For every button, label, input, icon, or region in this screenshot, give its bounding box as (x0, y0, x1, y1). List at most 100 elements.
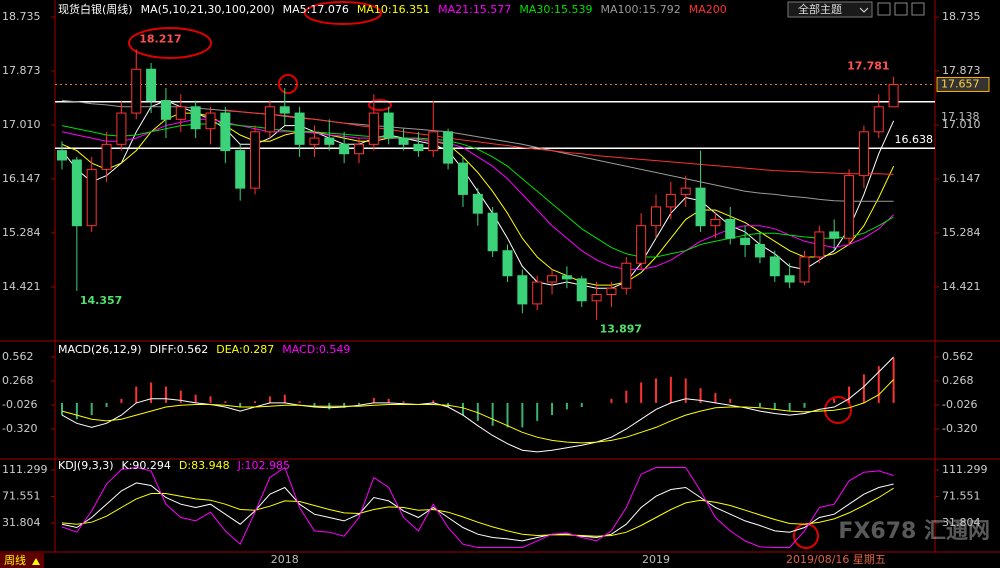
y-tick-label: 71.551 (2, 489, 41, 502)
candle-body (725, 218, 736, 239)
candle-body (398, 137, 409, 145)
y-tick-label: -0.026 (942, 398, 977, 411)
candle-body (487, 212, 498, 252)
candle-body (844, 175, 855, 239)
y-tick-label: 0.562 (942, 350, 974, 363)
theme-button[interactable]: 全部主题 (787, 1, 873, 18)
indicator-line (61, 466, 894, 548)
button-label[interactable]: 全部主题 (798, 2, 842, 16)
y-tick-label: 18.735 (2, 10, 41, 23)
legend-entry: DIFF:0.562 (150, 343, 209, 356)
candle-body (472, 193, 483, 214)
y-tick-label: 111.299 (2, 463, 48, 476)
candle-body (636, 225, 647, 264)
price-annotation: 17.781 (847, 60, 889, 73)
candle-body (354, 143, 364, 155)
price-annotation: 13.897 (600, 323, 642, 336)
legend-entry: MACD:0.549 (282, 343, 350, 356)
legend-entry: MA10:16.351 (357, 3, 430, 16)
y-tick-label: 17.873 (942, 64, 981, 77)
legend-entry: MA100:15.792 (601, 3, 681, 16)
y-tick-label: 0.562 (2, 350, 34, 363)
y-tick-label: -0.026 (2, 398, 37, 411)
date-label: 2019/08/16 星期五 (786, 553, 886, 566)
indicator-line (61, 482, 894, 542)
legend-entry: D:83.948 (179, 459, 230, 472)
indicator-line (61, 487, 894, 537)
candle-body (740, 237, 751, 245)
y-tick-label: 18.735 (942, 10, 981, 23)
y-tick-label: 16.147 (942, 172, 981, 185)
candle-body (591, 294, 602, 302)
y-tick-label: 0.268 (2, 374, 34, 387)
legend-entry: K:90.294 (122, 459, 171, 472)
candle-body (131, 68, 142, 114)
candle-body (799, 256, 810, 283)
legend-entry: J:102.985 (237, 459, 290, 472)
candle-body (339, 143, 350, 155)
dropdown-arrow[interactable] (859, 7, 869, 13)
candle-body (532, 281, 543, 305)
period-tag[interactable]: 周线 (0, 553, 44, 568)
y-tick-label: 111.299 (942, 463, 988, 476)
candle-body (101, 143, 112, 170)
candle-body (502, 250, 513, 277)
candle-body (754, 243, 765, 258)
candle-body (86, 168, 97, 227)
y-tick-label: 15.284 (942, 226, 981, 239)
candle-body (888, 83, 899, 108)
button-frame[interactable] (787, 1, 873, 18)
icon[interactable] (894, 2, 908, 16)
legend-entry: MACD(26,12,9) (58, 343, 142, 356)
y-tick-label: 71.551 (942, 489, 981, 502)
candle-body (829, 231, 840, 239)
legend-entry: MA(5,10,21,30,100,200) (141, 3, 275, 16)
candle-body (784, 275, 795, 283)
candle-body (116, 112, 127, 145)
icon[interactable] (877, 2, 891, 16)
tag-arrow[interactable] (32, 558, 40, 565)
price-annotation: 18.217 (139, 32, 181, 45)
candle-body (279, 106, 290, 114)
y-tick-label: 17.010 (942, 118, 981, 131)
circle (824, 396, 852, 424)
legend-entry: MA30:15.539 (519, 3, 592, 16)
candle-body (383, 112, 394, 139)
y-tick-label: 0.268 (942, 374, 974, 387)
legend-entry: MA200 (689, 3, 727, 16)
icon[interactable] (911, 2, 925, 16)
candle-body (695, 187, 706, 227)
candle-body (606, 287, 617, 296)
candle-body (146, 68, 157, 102)
candle-body (858, 131, 869, 177)
candle-body (814, 231, 825, 258)
window-icons[interactable] (877, 2, 925, 16)
y-tick-label: 15.284 (2, 226, 41, 239)
candle-body (264, 106, 275, 133)
plot-area (61, 466, 894, 548)
y-tick-label: -0.320 (942, 422, 977, 435)
candle-body (220, 112, 231, 152)
y-tick-label: 16.147 (2, 172, 41, 185)
y-tick-label: -0.320 (2, 422, 37, 435)
circle (128, 27, 212, 59)
y-tick-label: 14.421 (942, 280, 981, 293)
candle-body (71, 159, 82, 227)
candle-body (57, 150, 67, 161)
highlight-circles (128, 1, 852, 549)
price-annotation: 14.357 (80, 294, 122, 307)
price-label: 17.138 (941, 110, 980, 123)
candle-body (175, 106, 186, 120)
candle-body (250, 131, 261, 189)
circle (304, 1, 382, 25)
legend-entry: KDJ(9,3,3) (58, 459, 114, 472)
candle-body (294, 112, 305, 145)
plot-area (61, 356, 895, 453)
circle (368, 99, 392, 111)
tag-label[interactable]: 周线 (4, 553, 26, 567)
support-label: 16.638 (895, 133, 934, 146)
x-tick-label: 2019 (642, 553, 670, 566)
